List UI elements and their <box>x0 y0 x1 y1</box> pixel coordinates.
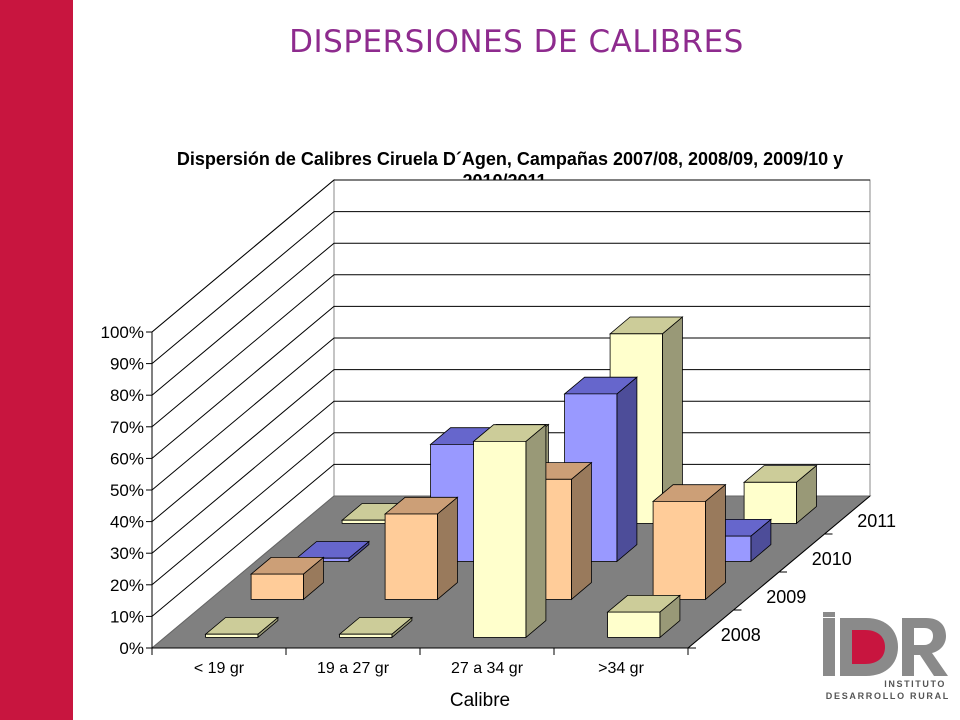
logo-r <box>902 618 948 676</box>
bar-side <box>525 423 547 639</box>
bar-side <box>436 496 458 601</box>
gridline <box>151 400 870 554</box>
y-tick-label: 90% <box>110 355 144 374</box>
bar-front <box>205 633 259 638</box>
logo-i-dot <box>823 612 835 617</box>
gridline <box>151 274 870 428</box>
bar-front <box>250 573 304 600</box>
x-tick-label: 19 a 27 gr <box>317 660 390 677</box>
x-tick-label: >34 gr <box>598 660 644 677</box>
depth-label-2011: 2011 <box>857 511 896 531</box>
y-tick-label: 100% <box>101 323 144 342</box>
gridline <box>151 369 870 522</box>
logo-text-desarrollo: DESARROLLO RURAL <box>826 691 950 701</box>
x-tick-label: < 19 gr <box>194 660 245 677</box>
idr-logo: INSTITUTO DESARROLLO RURAL <box>823 612 950 701</box>
gridline <box>151 179 870 333</box>
bar-front <box>652 500 706 600</box>
depth-label-2010: 2010 <box>812 549 852 569</box>
depth-label-2009: 2009 <box>766 587 806 607</box>
bar-front <box>743 481 797 524</box>
gridline <box>151 211 870 364</box>
y-tick-label: 0% <box>119 639 144 658</box>
bar-2010-0 <box>295 540 371 563</box>
logo-d-inner <box>852 630 885 664</box>
gridline <box>151 463 870 617</box>
gridline <box>151 305 870 459</box>
bar-2011-3 <box>742 464 818 525</box>
bar-front <box>473 440 527 638</box>
y-tick-label: 50% <box>110 481 144 500</box>
y-tick-label: 10% <box>110 607 144 626</box>
y-tick-label: 70% <box>110 418 144 437</box>
y-tick-label: 20% <box>110 576 144 595</box>
chart-gridlines <box>151 179 870 617</box>
bar-2008-2 <box>472 423 548 639</box>
y-axis-ticks: 0% 10% 20% 30% 40% 50% 60% 70% 80% 90% 100% <box>101 323 153 658</box>
bar-2008-1 <box>338 616 414 639</box>
gridline <box>151 337 870 491</box>
bar-2009-0 <box>249 556 325 601</box>
logo-text-instituto: INSTITUTO <box>884 679 946 689</box>
gridline <box>151 242 870 396</box>
bar-front <box>607 611 661 638</box>
bar-front <box>384 513 438 600</box>
y-tick-label: 80% <box>110 386 144 405</box>
x-axis-label: Calibre <box>449 690 511 711</box>
logo-i-stem <box>823 618 835 676</box>
y-tick-label: 60% <box>110 449 144 468</box>
x-tick-label: 27 a 34 gr <box>451 660 524 677</box>
bar-side <box>571 461 592 601</box>
y-tick-label: 30% <box>110 544 144 563</box>
bar-2009-3 <box>651 483 727 601</box>
bar-front <box>339 633 393 638</box>
depth-label-2008: 2008 <box>721 625 761 645</box>
chart-bars <box>204 316 818 639</box>
bar-side <box>616 376 638 563</box>
bar-2009-1 <box>383 496 459 601</box>
bar-2008-3 <box>606 594 682 639</box>
bar-2008-0 <box>204 616 280 639</box>
gridline <box>151 432 870 586</box>
x-axis-ticks: < 19 gr 19 a 27 gr 27 a 34 gr >34 gr <box>151 647 689 677</box>
slide-title: DISPERSIONES DE CALIBRES <box>289 24 744 60</box>
bar-side <box>705 483 726 601</box>
left-accent-band <box>0 0 73 720</box>
y-tick-label: 40% <box>110 513 144 532</box>
